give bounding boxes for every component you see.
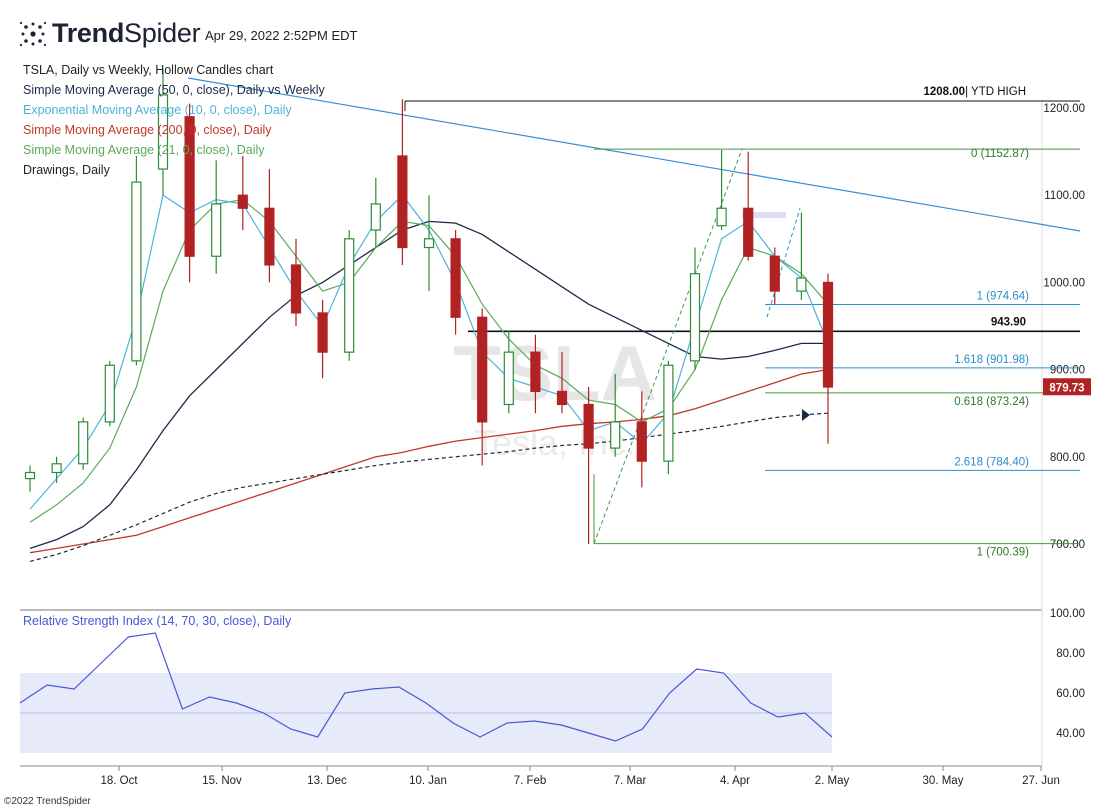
last-price-tag: [1043, 378, 1091, 396]
fib-label-blue: 1 (974.64): [977, 291, 1030, 303]
candle-body: [24, 471, 36, 480]
x-tick-label: 2. May: [815, 775, 850, 787]
candle-body: [317, 312, 328, 353]
price-tick-label: 800.00: [1050, 452, 1085, 464]
legend-sma21[interactable]: Simple Moving Average (21, 0, close), Da…: [23, 143, 265, 157]
candle-body: [716, 207, 727, 227]
candle-body: [423, 238, 435, 249]
fib-label-green: 0 (1152.87): [971, 148, 1029, 160]
rsi-tick-label: 100.00: [1050, 608, 1085, 620]
candle-body: [51, 463, 62, 474]
candle-body: [503, 351, 514, 406]
resistance-trendline: [187, 77, 1081, 232]
candle-body: [610, 421, 621, 449]
copyright: ©2022 TrendSpider: [4, 796, 91, 807]
candle-body: [689, 273, 701, 362]
candle-body: [556, 390, 568, 406]
level-label: 943.90: [991, 316, 1026, 328]
x-tick-label: 4. Apr: [720, 775, 750, 787]
sma200-line: [29, 368, 829, 554]
price-tick-label: 1100.00: [1044, 190, 1085, 202]
candle-body: [157, 94, 169, 170]
highlight-box: [742, 212, 786, 218]
legend-sma50[interactable]: Simple Moving Average (50, 0, close), Da…: [23, 83, 325, 97]
rsi-line: [19, 632, 833, 742]
candle-body: [796, 277, 807, 292]
candle-body: [530, 351, 541, 393]
candle-body: [450, 238, 461, 318]
x-tick-label: 7. Feb: [514, 775, 547, 787]
candle-body: [264, 207, 275, 266]
candle-body: [583, 403, 594, 449]
candle-body: [211, 203, 222, 257]
candle-body: [184, 116, 195, 257]
level-label: 1208.00| YTD HIGH: [924, 86, 1027, 98]
fib-label-green: 0.618 (873.24): [954, 396, 1029, 408]
price-tick-label: 900.00: [1050, 365, 1085, 377]
x-tick-label: 13. Dec: [307, 775, 347, 787]
rsi-title[interactable]: Relative Strength Index (14, 70, 30, clo…: [23, 614, 292, 628]
candle-body: [131, 181, 142, 362]
x-tick-label: 30. May: [923, 775, 964, 787]
candle-body: [769, 255, 780, 292]
x-tick-label: 18. Oct: [100, 775, 138, 787]
rsi-tick-label: 60.00: [1056, 688, 1085, 700]
x-tick-label: 27. Jun: [1022, 775, 1060, 787]
sma200-weekly-line: [29, 412, 829, 562]
price-tick-label: 700.00: [1050, 539, 1085, 551]
arrow-marker-icon: [802, 409, 810, 421]
candle-body: [104, 364, 115, 423]
legend-ema10[interactable]: Exponential Moving Average (10, 0, close…: [23, 103, 292, 117]
candle-body: [743, 207, 754, 257]
candle-body: [477, 316, 488, 423]
fib-label-blue: 1.618 (901.98): [954, 354, 1029, 366]
candle-body: [370, 203, 381, 231]
rsi-tick-label: 40.00: [1056, 728, 1085, 740]
candle-body: [663, 364, 674, 462]
candle-body: [344, 238, 355, 353]
fib-label-blue: 2.618 (784.40): [954, 456, 1029, 468]
indicator-legend: TSLA, Daily vs Weekly, Hollow Candles ch…: [23, 60, 325, 180]
x-tick-label: 7. Mar: [614, 775, 647, 787]
rsi-tick-label: 80.00: [1056, 648, 1085, 660]
x-tick-label: 10. Jan: [409, 775, 447, 787]
last-price-label: 879.73: [1049, 382, 1084, 394]
spider-logo-icon: [19, 21, 47, 46]
fib-label-green: 1 (700.39): [977, 547, 1030, 559]
watermark-name: Tesla, Inc.: [474, 422, 636, 463]
price-tick-label: 1000.00: [1043, 277, 1085, 289]
candle-body: [636, 421, 647, 462]
candle-body: [397, 155, 408, 249]
legend-chart-type[interactable]: TSLA, Daily vs Weekly, Hollow Candles ch…: [23, 63, 274, 77]
legend-drawings[interactable]: Drawings, Daily: [23, 163, 110, 177]
candle-body: [290, 264, 302, 314]
chart-timestamp: Apr 29, 2022 2:52PM EDT: [205, 28, 358, 43]
legend-sma200[interactable]: Simple Moving Average (200, 0, close), D…: [23, 123, 272, 137]
price-tick-label: 1200.00: [1043, 103, 1085, 115]
brand-name: TrendSpider: [52, 18, 201, 48]
candle-body: [237, 194, 248, 209]
trendspider-logo: TrendSpider: [18, 18, 201, 49]
x-tick-label: 15. Nov: [202, 775, 242, 787]
candle-body: [822, 281, 834, 388]
candle-body: [78, 421, 89, 465]
